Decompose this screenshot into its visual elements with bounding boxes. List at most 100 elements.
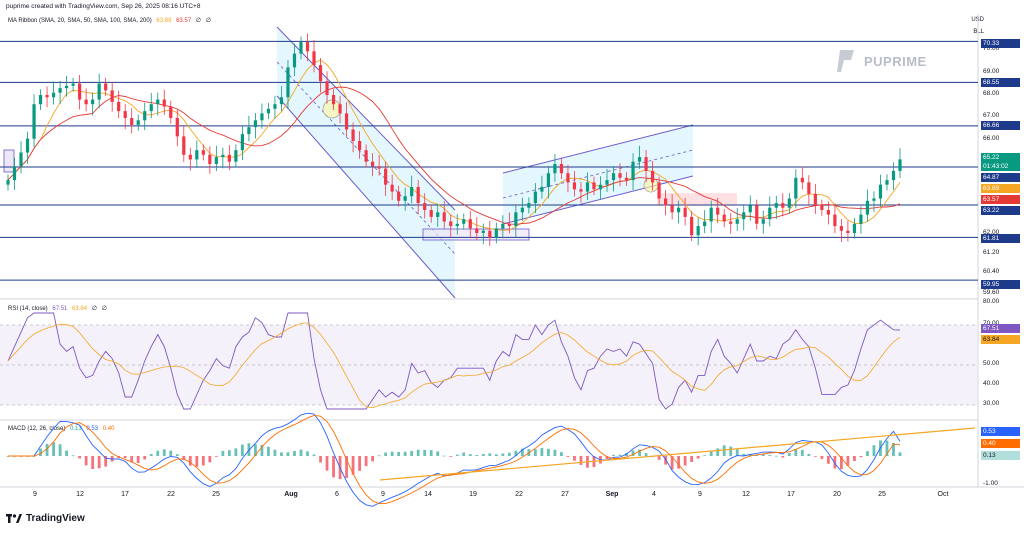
macd-hist-bar-69: [455, 454, 459, 456]
macd-hist-bar-49: [325, 456, 329, 471]
macd-hist-bar-62: [410, 450, 414, 456]
macd-hist-bar-28: [188, 456, 192, 466]
ma-legend: MA Ribbon (SMA, 20, SMA, 50, SMA, 100, S…: [8, 17, 214, 24]
macd-hist-bar-54: [358, 456, 361, 471]
macd-hist-bar-8: [58, 444, 62, 456]
macd-hist-bar-10: [71, 455, 75, 457]
candle-body-84: [553, 164, 557, 174]
candle-body-32: [214, 157, 218, 164]
price-tick-3: 68.00: [983, 90, 1000, 97]
macd-hist-bar-55: [364, 456, 368, 467]
ma-legend-value-2: 63.57: [176, 18, 192, 24]
x-tick-aug-9: 9: [381, 491, 385, 498]
candle-body-61: [403, 196, 407, 201]
resistance-box-sep[interactable]: [657, 193, 737, 205]
macd-hist-bar-12: [84, 456, 88, 466]
price-tag-63-22: 63.22: [981, 206, 1020, 215]
x-tick-25: 25: [212, 491, 220, 498]
candle-body-123: [807, 182, 811, 194]
macd-hist-bar-118: [774, 455, 778, 457]
macd-hist-bar-52: [345, 456, 348, 478]
macd-hist-bar-94: [618, 454, 622, 456]
macd-trendline[interactable]: [379, 427, 976, 481]
ascending-channel-top[interactable]: [502, 124, 694, 174]
price-tick-6: 62.00: [983, 229, 1000, 236]
candle-body-96: [631, 161, 635, 181]
macd-hist-bar-129: [846, 456, 850, 466]
macd-hist-bar-65: [429, 450, 433, 456]
price-tag-70-33: 70.33: [981, 39, 1020, 48]
macd-hist-bar-44: [293, 451, 296, 456]
candle-body-12: [84, 99, 88, 105]
macd-hist-bar-64: [423, 449, 427, 456]
macd-hist-bar-108: [709, 451, 713, 456]
price-tick-9: 59.60: [983, 289, 1000, 296]
candle-body-3: [25, 138, 30, 153]
candle-body-110: [722, 214, 726, 222]
candle-body-109: [716, 207, 720, 215]
x-tick-sep: Sep: [605, 491, 619, 498]
candle-body-38: [253, 120, 258, 128]
candle-body-58: [384, 168, 388, 185]
tradingview-logo[interactable]: TradingView: [6, 513, 85, 524]
candle-body-0: [6, 180, 10, 185]
x-tick-aug-22: 22: [515, 491, 523, 498]
candle-body-4: [32, 104, 36, 139]
macd-hist-bar-133: [872, 445, 876, 456]
macd-hist-bar-15: [104, 456, 108, 467]
candle-body-42: [279, 97, 284, 105]
x-tick-17: 17: [121, 491, 129, 498]
candle-body-106: [696, 226, 700, 236]
ascending-channel-bottom[interactable]: [502, 175, 694, 225]
candle-body-101: [664, 198, 668, 206]
candle-body-93: [611, 173, 616, 181]
candle-body-35: [234, 150, 238, 162]
macd-hist-bar-39: [260, 444, 264, 456]
candle-body-81: [533, 191, 537, 204]
macd-hist-bar-96: [631, 450, 635, 456]
puprime-brand-text: PUPRIME: [864, 53, 927, 69]
candle-body-76: [501, 223, 505, 229]
candle-body-67: [442, 212, 446, 222]
descending-channel-bottom[interactable]: [276, 95, 456, 299]
macd-hist-bar-46: [306, 451, 309, 456]
candle-body-78: [514, 212, 518, 227]
macd-hist-bar-56: [371, 456, 375, 462]
candle-body-51: [338, 104, 342, 114]
candle-body-88: [579, 189, 583, 192]
rsi-legend: RSI (14, close) 67.51 63.84 ∅ ∅: [8, 305, 110, 312]
x-tick-sep-17: 17: [787, 491, 795, 498]
candle-body-25: [169, 106, 173, 118]
macd-hist-bar-119: [781, 456, 785, 458]
ma-legend-value-1: 63.89: [156, 18, 172, 24]
candle-body-107: [703, 221, 707, 227]
candle-body-130: [852, 223, 857, 233]
descending-channel-top[interactable]: [276, 26, 456, 211]
candle-body-83: [546, 173, 551, 187]
macd-hist-bar-92: [605, 456, 609, 460]
candle-body-6: [45, 95, 49, 98]
price-tag-last: 65.22: [981, 153, 1020, 162]
macd-hist-bar-11: [78, 456, 82, 459]
macd-hist-bar-112: [735, 449, 739, 456]
macd-hist-bar-31: [208, 456, 212, 463]
ma-legend-label: MA Ribbon (SMA, 20, SMA, 50, SMA, 100, S…: [8, 18, 152, 24]
rsi-legend-value-1: 67.51: [52, 306, 68, 312]
support-box-left[interactable]: [3, 149, 15, 173]
unit-label: BLL: [973, 29, 984, 35]
candle-body-94: [618, 173, 622, 178]
candle-body-45: [299, 42, 303, 54]
macd-hist-bar-58: [384, 452, 388, 456]
candle-body-63: [416, 187, 420, 204]
macd-hist-bar-100: [657, 456, 661, 460]
macd-hist-bar-82: [540, 448, 544, 456]
macd-hist-bar-73: [481, 454, 485, 456]
candle-body-18: [123, 111, 127, 118]
macd-hist-bar-34: [227, 450, 231, 456]
candle-body-30: [201, 150, 205, 155]
price-tag-countdown: 01:43:02: [981, 162, 1020, 171]
candle-body-31: [208, 154, 212, 164]
rsi-line: [7, 312, 901, 410]
macd-hist-bar-59: [390, 451, 394, 456]
